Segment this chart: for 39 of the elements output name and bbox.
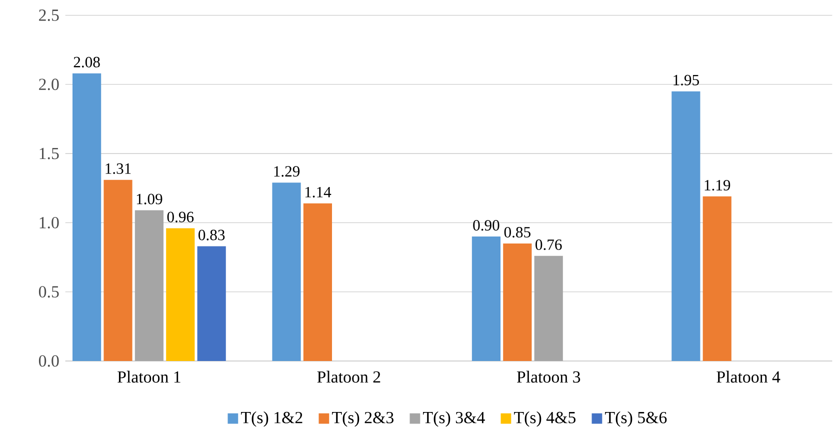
data-label: 1.95 xyxy=(674,74,699,86)
data-label: 0.90 xyxy=(473,220,500,230)
data-label: 1.31 xyxy=(106,163,131,174)
bar xyxy=(166,228,195,361)
bar xyxy=(303,203,332,361)
legend-label: T(s) 3&4 xyxy=(423,411,485,426)
data-label: 0.85 xyxy=(504,226,530,238)
data-label: 1.09 xyxy=(136,194,162,204)
bar xyxy=(104,180,132,361)
bar xyxy=(534,256,563,361)
data-label: 0.83 xyxy=(198,229,225,240)
x-tick-label: Platoon 3 xyxy=(516,370,580,382)
y-tick-label: 1.0 xyxy=(40,216,59,228)
legend-label: T(s) 4&5 xyxy=(514,411,576,426)
bar xyxy=(197,246,226,361)
y-tick-label: 2.0 xyxy=(39,78,59,90)
data-label: 1.29 xyxy=(274,166,300,176)
x-tick-label: Platoon 4 xyxy=(716,370,780,382)
bar xyxy=(472,236,501,361)
data-label: 1.19 xyxy=(704,180,730,190)
y-tick-label: 2.5 xyxy=(39,9,59,21)
legend-label: T(s) 5&6 xyxy=(605,411,667,426)
legend-label: T(s) 1&2 xyxy=(241,411,302,426)
data-label: 2.08 xyxy=(74,56,100,68)
bar xyxy=(672,91,700,361)
bar xyxy=(272,182,301,361)
data-label: 0.76 xyxy=(536,239,562,250)
legend-label: T(s) 2&3 xyxy=(332,411,394,426)
bar xyxy=(503,243,532,361)
y-tick-label: 0.0 xyxy=(38,355,59,367)
bar xyxy=(134,210,164,361)
y-tick-label: 1.5 xyxy=(40,148,59,160)
data-label: 0.96 xyxy=(167,212,194,222)
bar xyxy=(72,73,102,361)
data-label: 1.14 xyxy=(305,186,332,198)
bar xyxy=(702,196,732,361)
x-tick-label: Platoon 1 xyxy=(118,370,180,382)
y-tick-label: 0.5 xyxy=(38,286,59,298)
x-tick-label: Platoon 2 xyxy=(317,370,380,382)
